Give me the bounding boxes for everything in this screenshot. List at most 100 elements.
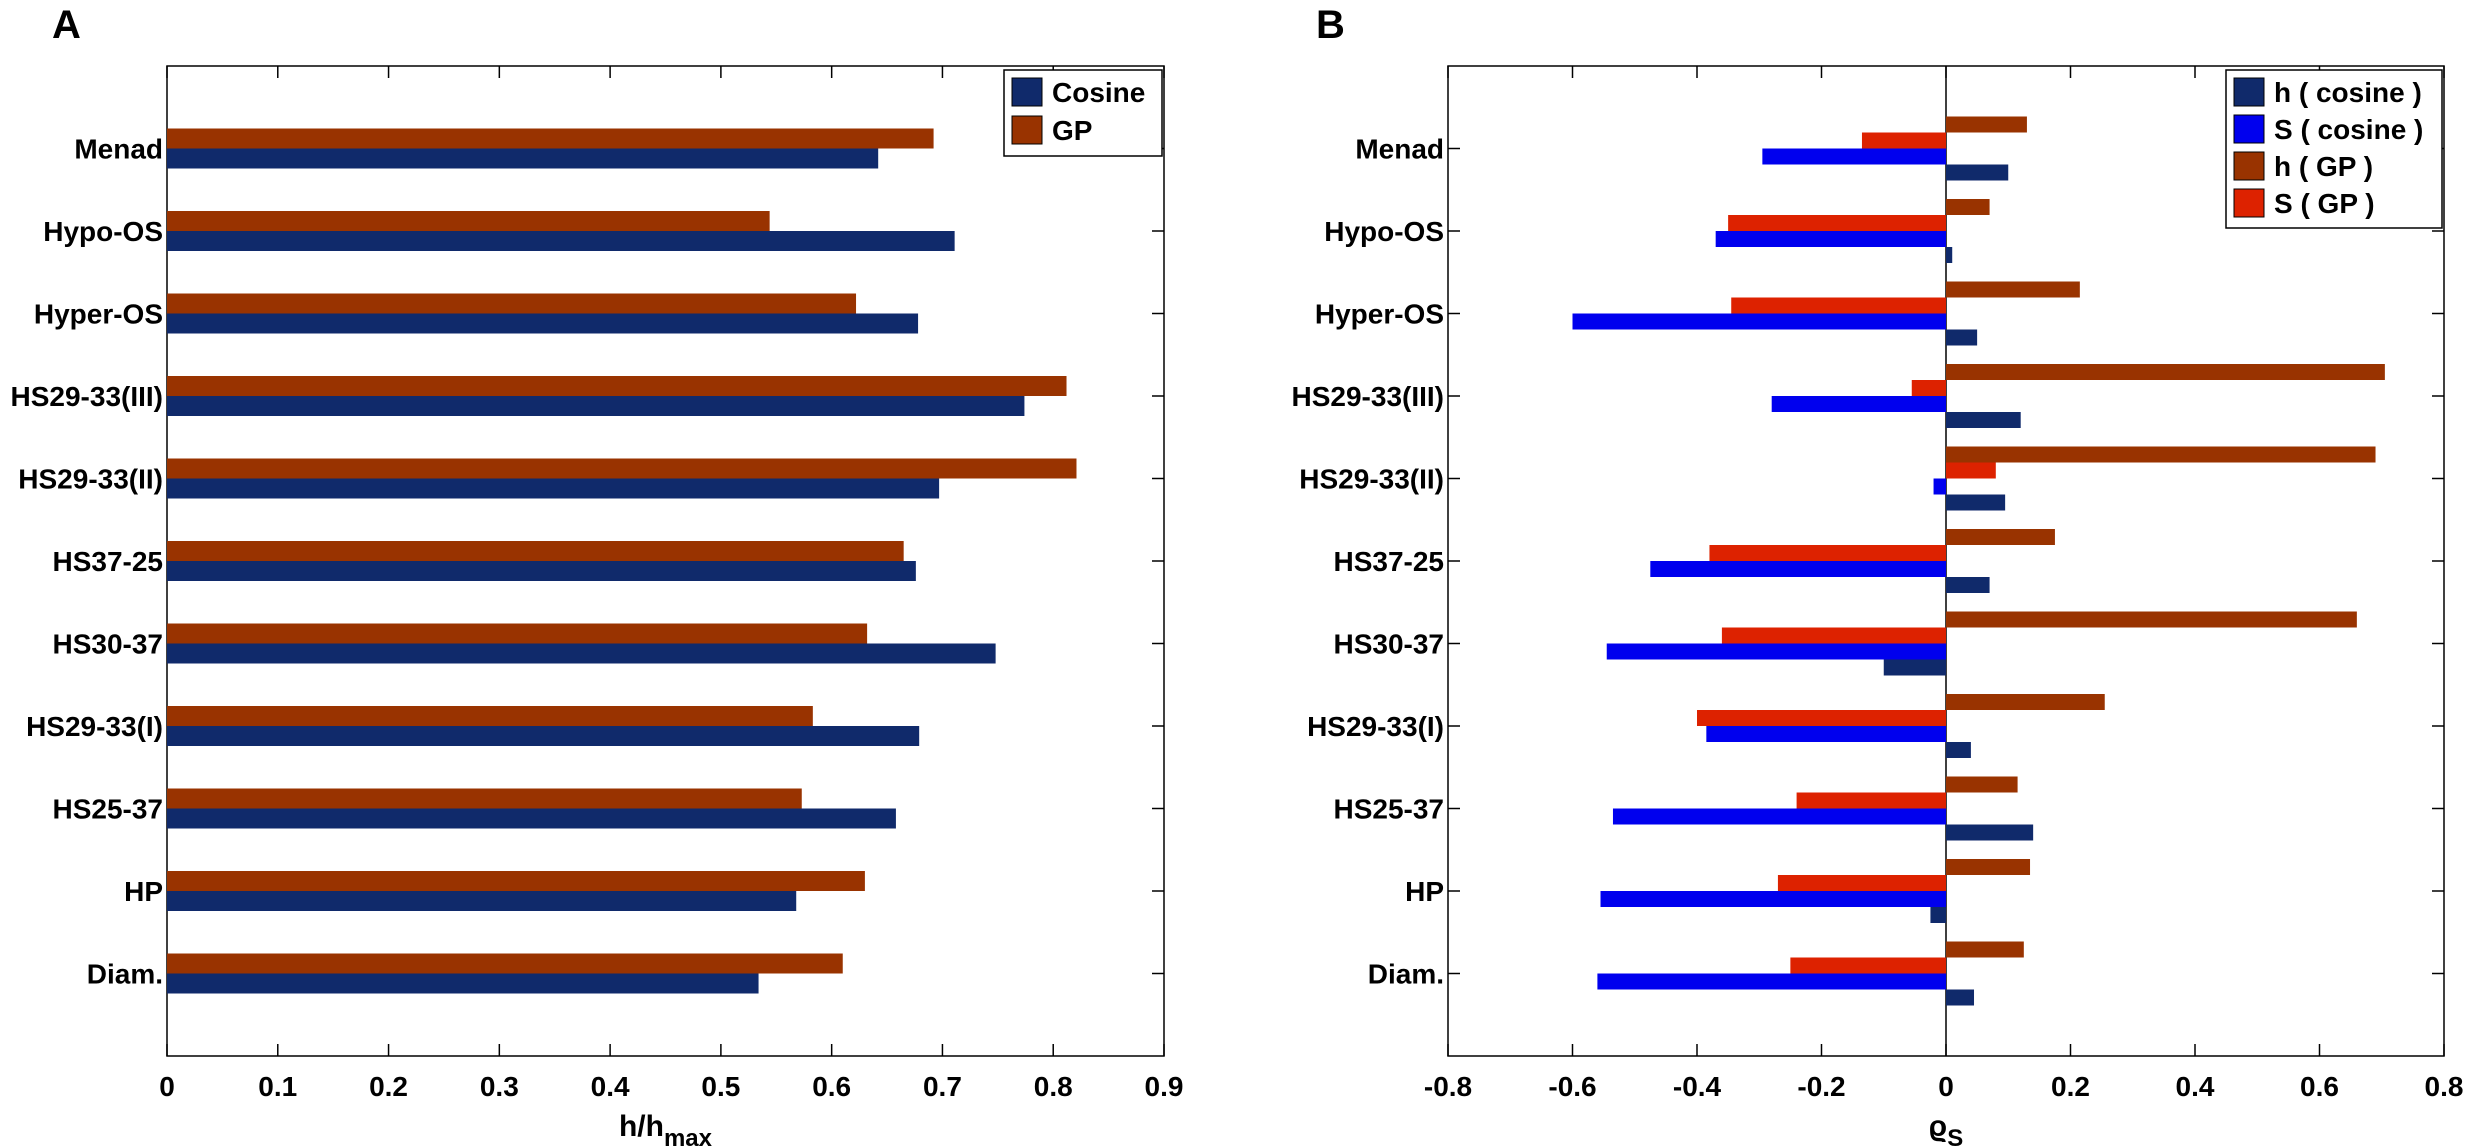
legend-swatch bbox=[2233, 77, 2265, 107]
bar bbox=[167, 211, 770, 231]
x-tick-label: 0.9 bbox=[1145, 1071, 1184, 1102]
bar bbox=[167, 313, 919, 334]
bar bbox=[1946, 529, 2055, 545]
bar bbox=[1606, 643, 1946, 660]
y-tick-label: HS37-25 bbox=[52, 546, 163, 577]
bar bbox=[1777, 875, 1946, 891]
bar bbox=[1883, 659, 1946, 676]
bar bbox=[167, 623, 868, 644]
bar bbox=[1946, 364, 2385, 380]
bar bbox=[1946, 281, 2080, 298]
bar bbox=[1946, 776, 2018, 793]
bar bbox=[1946, 824, 2034, 841]
bar bbox=[1706, 726, 1946, 742]
y-tick-label: Diam. bbox=[87, 959, 163, 990]
x-tick-label: 0.8 bbox=[1034, 1071, 1073, 1102]
x-tick-label: 0.2 bbox=[2051, 1071, 2090, 1102]
y-tick-label: HS29-33(III) bbox=[11, 381, 164, 412]
x-axis-label: h/hmax bbox=[619, 1110, 713, 1148]
bar bbox=[167, 788, 802, 809]
bar bbox=[167, 148, 879, 169]
bar bbox=[1911, 380, 1946, 396]
x-axis-label-subscript: S bbox=[1947, 1125, 1963, 1148]
bar bbox=[167, 706, 813, 726]
x-axis-label: ϱS bbox=[1929, 1110, 1964, 1148]
legend-swatch bbox=[2233, 114, 2265, 144]
bar bbox=[167, 478, 940, 499]
y-tick-label: HS37-25 bbox=[1333, 546, 1444, 577]
y-tick-label: HS29-33(II) bbox=[1299, 464, 1444, 495]
legend-label: S ( GP ) bbox=[2274, 188, 2375, 219]
y-tick-label: HS29-33(III) bbox=[1292, 381, 1445, 412]
x-tick-label: 0.6 bbox=[2300, 1071, 2339, 1102]
x-tick-label: -0.6 bbox=[1548, 1071, 1596, 1102]
x-tick-label: 0.5 bbox=[701, 1071, 740, 1102]
bar bbox=[1790, 957, 1946, 974]
y-tick-label: HS30-37 bbox=[52, 629, 163, 660]
y-tick-label: HS25-37 bbox=[1333, 794, 1444, 825]
legend-swatch bbox=[1011, 77, 1043, 107]
bar bbox=[1946, 329, 1978, 346]
bar bbox=[1709, 545, 1946, 561]
bar bbox=[167, 376, 1067, 396]
y-tick-label: Menad bbox=[74, 134, 163, 165]
bar bbox=[1946, 446, 2376, 463]
y-tick-label: HS30-37 bbox=[1333, 629, 1444, 660]
x-tick-label: 0 bbox=[159, 1071, 175, 1102]
legend-label: h ( cosine ) bbox=[2274, 77, 2422, 108]
bar bbox=[1946, 859, 2031, 875]
y-tick-label: HS29-33(I) bbox=[26, 711, 163, 742]
panel-b-letter: B bbox=[1316, 3, 1345, 47]
bar bbox=[167, 871, 865, 891]
bar bbox=[1946, 941, 2024, 958]
x-tick-label: 0.4 bbox=[591, 1071, 630, 1102]
bar bbox=[167, 973, 759, 994]
bar bbox=[1946, 611, 2357, 628]
y-tick-label: HS29-33(I) bbox=[1307, 711, 1444, 742]
panel-b-chart: Menad Hypo-OS Hyper-OS HS29-33(III) HS29-33(… bbox=[1292, 65, 2464, 1148]
bar bbox=[1946, 247, 1953, 263]
bar bbox=[167, 643, 996, 664]
bar bbox=[1946, 694, 2105, 710]
y-tick-label: Hypo-OS bbox=[43, 216, 163, 247]
legend-swatch bbox=[2233, 151, 2265, 181]
bar bbox=[1861, 132, 1946, 149]
bar bbox=[1728, 215, 1946, 231]
bar bbox=[167, 891, 797, 911]
y-tick-label: Diam. bbox=[1368, 959, 1444, 990]
x-axis-label-main: ϱ bbox=[1929, 1110, 1948, 1143]
x-tick-label: 0.7 bbox=[923, 1071, 962, 1102]
bar bbox=[1796, 792, 1946, 809]
bar bbox=[1600, 891, 1946, 907]
legend-swatch bbox=[1011, 115, 1043, 145]
bar bbox=[1946, 989, 1975, 1006]
legend-label: S ( cosine ) bbox=[2274, 114, 2423, 145]
bar bbox=[1762, 148, 1946, 165]
bar bbox=[167, 953, 843, 974]
legend-label: Cosine bbox=[1052, 77, 1145, 108]
bar bbox=[1650, 561, 1946, 577]
x-tick-label: 0.8 bbox=[2425, 1071, 2464, 1102]
y-tick-label: HS29-33(II) bbox=[18, 464, 163, 495]
bar bbox=[1946, 412, 2021, 428]
x-tick-label: 0.4 bbox=[2176, 1071, 2215, 1102]
bar bbox=[167, 458, 1077, 479]
legend-label: GP bbox=[1052, 115, 1092, 146]
panel-a-chart: Menad Hypo-OS Hyper-OS HS29-33(III) HS29-33(… bbox=[11, 65, 1184, 1148]
x-tick-label: 0.1 bbox=[258, 1071, 297, 1102]
x-tick-label: -0.2 bbox=[1797, 1071, 1845, 1102]
y-tick-label: Hypo-OS bbox=[1324, 216, 1444, 247]
x-tick-label: 0.6 bbox=[812, 1071, 851, 1102]
y-tick-label: Hyper-OS bbox=[34, 299, 163, 330]
bar bbox=[1933, 478, 1946, 495]
x-tick-label: -0.8 bbox=[1424, 1071, 1472, 1102]
y-tick-label: Menad bbox=[1355, 134, 1444, 165]
bar bbox=[167, 128, 934, 149]
bar bbox=[1572, 313, 1946, 330]
x-tick-label: 0.2 bbox=[369, 1071, 408, 1102]
bar bbox=[167, 396, 1025, 416]
bar bbox=[1946, 494, 2006, 511]
bar bbox=[167, 293, 857, 314]
y-tick-label: Hyper-OS bbox=[1315, 299, 1444, 330]
